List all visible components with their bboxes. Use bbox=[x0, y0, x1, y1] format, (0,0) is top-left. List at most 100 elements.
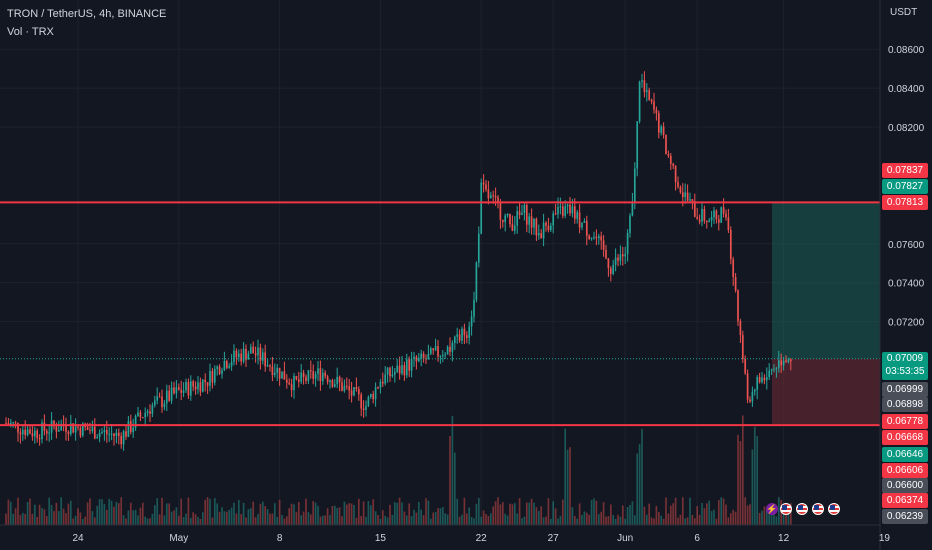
volume-bar bbox=[415, 512, 418, 525]
volume-bar bbox=[681, 497, 684, 525]
candle-body bbox=[470, 316, 473, 327]
candle-body bbox=[115, 432, 118, 436]
price-axis-unit[interactable]: USDT bbox=[890, 7, 918, 18]
volume-bars bbox=[5, 415, 792, 525]
volume-bar bbox=[653, 518, 655, 525]
loss-zone[interactable] bbox=[772, 358, 880, 426]
volume-bar bbox=[117, 503, 120, 525]
candle-body bbox=[413, 356, 415, 359]
candle-body bbox=[621, 254, 624, 257]
volume-bar bbox=[185, 513, 187, 525]
volume-bar bbox=[655, 505, 658, 525]
candle-body bbox=[732, 259, 735, 277]
volume-bar bbox=[396, 502, 399, 525]
candle-body bbox=[528, 216, 531, 225]
candle-body bbox=[785, 360, 787, 362]
candle-body bbox=[547, 225, 550, 231]
us-flag-icon[interactable] bbox=[828, 503, 840, 515]
candle-body bbox=[415, 356, 418, 362]
candle-body bbox=[305, 376, 307, 381]
volume-bar bbox=[218, 511, 221, 525]
candle-body bbox=[453, 336, 456, 343]
candle-body bbox=[434, 346, 437, 351]
candle-body bbox=[458, 334, 461, 341]
candle-body bbox=[576, 212, 579, 219]
volume-bar bbox=[283, 518, 286, 525]
volume-bar bbox=[177, 515, 180, 525]
volume-bar bbox=[518, 498, 521, 525]
volume-bar bbox=[458, 516, 461, 525]
candle-body bbox=[672, 163, 675, 166]
candle-body bbox=[684, 192, 687, 198]
volume-bar bbox=[245, 517, 247, 525]
volume-bar bbox=[269, 513, 271, 525]
candle-body bbox=[480, 182, 483, 234]
volume-bar bbox=[132, 510, 135, 525]
candle-body bbox=[141, 417, 144, 419]
volume-bar bbox=[108, 498, 111, 525]
volume-bar bbox=[732, 509, 735, 525]
candle-body bbox=[5, 422, 7, 424]
candle-body bbox=[698, 219, 701, 222]
candle-body bbox=[405, 359, 408, 376]
candle-body bbox=[609, 268, 612, 274]
us-flag-icon[interactable] bbox=[780, 503, 792, 515]
volume-bar bbox=[523, 516, 526, 525]
volume-bar bbox=[506, 515, 509, 525]
candle-body bbox=[307, 370, 310, 381]
candle-body bbox=[756, 376, 759, 390]
volume-bar bbox=[103, 504, 106, 525]
candle-body bbox=[120, 435, 123, 445]
horizontal-levels[interactable] bbox=[0, 201, 880, 427]
candle-body bbox=[693, 201, 696, 217]
candle-body bbox=[559, 206, 562, 208]
us-flag-icon[interactable] bbox=[812, 503, 824, 515]
candle-body bbox=[653, 101, 655, 110]
candle-body bbox=[26, 429, 29, 436]
flag-canton bbox=[782, 505, 787, 510]
candle-body bbox=[134, 416, 137, 428]
volume-bar bbox=[110, 500, 113, 525]
volume-bar bbox=[725, 504, 727, 525]
candle-body bbox=[326, 376, 329, 382]
candle-body bbox=[492, 195, 495, 197]
candle-body bbox=[173, 387, 175, 394]
candle-body bbox=[720, 207, 723, 223]
volume-bar bbox=[410, 516, 413, 525]
candle-body bbox=[602, 240, 605, 250]
volume-bar bbox=[650, 517, 653, 525]
volume-bar bbox=[305, 498, 307, 525]
candle-body bbox=[465, 335, 468, 338]
candle-body bbox=[446, 346, 449, 355]
price-label-badge: 0.06606 bbox=[882, 463, 928, 478]
candle-body bbox=[302, 372, 305, 377]
candle-body bbox=[350, 390, 353, 396]
volume-bar bbox=[314, 502, 317, 525]
volume-bar bbox=[288, 508, 291, 525]
volume-bar bbox=[468, 507, 471, 525]
candle-body bbox=[29, 429, 31, 434]
volume-bar bbox=[660, 515, 663, 525]
profit-zone[interactable] bbox=[772, 202, 880, 359]
volume-bar bbox=[552, 501, 555, 525]
candle-body bbox=[249, 346, 252, 354]
candle-body bbox=[461, 328, 463, 341]
volume-bar bbox=[691, 515, 694, 525]
volume-bar bbox=[696, 506, 699, 525]
volume-legend[interactable]: Vol · TRX bbox=[7, 26, 54, 38]
candle-body bbox=[33, 430, 36, 437]
candle-body bbox=[189, 381, 192, 396]
volume-bar bbox=[14, 508, 17, 525]
candle-body bbox=[530, 216, 533, 228]
volume-bar bbox=[612, 515, 615, 525]
lightning-icon[interactable]: ⚡ bbox=[766, 503, 778, 515]
candle-body bbox=[353, 387, 355, 396]
us-flag-icon[interactable] bbox=[796, 503, 808, 515]
symbol-legend[interactable]: TRON / TetherUS, 4h, BINANCE bbox=[7, 8, 167, 20]
candle-body bbox=[81, 423, 84, 436]
volume-bar bbox=[417, 501, 420, 525]
volume-bar bbox=[432, 512, 435, 525]
volume-bar bbox=[763, 506, 766, 525]
